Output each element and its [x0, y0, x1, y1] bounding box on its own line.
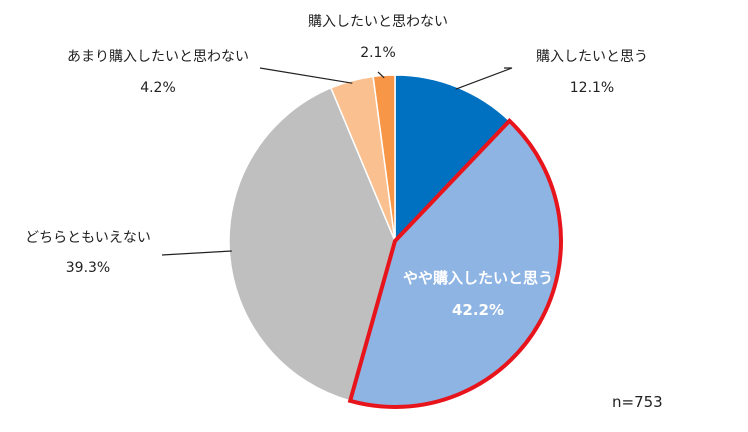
pie-slices: [228, 74, 562, 408]
leader-line-4: [377, 71, 385, 79]
slice-0-value-label: 12.1%: [570, 80, 614, 96]
slice-3-name: あまり購入したいと思わない: [67, 49, 249, 65]
pie-slice-0: [394, 74, 511, 243]
leader-line-0: [455, 67, 513, 90]
slice-1-name: やや購入したいと思う: [403, 269, 553, 287]
leader-lines: [161, 67, 513, 256]
slice-2-name: どちらともいえない: [25, 230, 151, 246]
slice-4-value-label: 2.1%: [360, 45, 396, 61]
slice-1-value-label: 42.2%: [452, 301, 504, 319]
slice-4-name: 購入したいと思わない: [308, 14, 448, 30]
slice-0-name: 購入したいと思う: [536, 49, 648, 65]
pie-slice-4: [372, 74, 396, 242]
leader-line-3: [259, 67, 353, 84]
slice-3-value-label: 4.2%: [140, 80, 176, 96]
highlight-outline: [347, 117, 563, 409]
slice-2-value-label: 39.3%: [66, 260, 110, 276]
sample-size-note: n=753: [612, 393, 663, 411]
leader-line-2: [161, 250, 232, 256]
